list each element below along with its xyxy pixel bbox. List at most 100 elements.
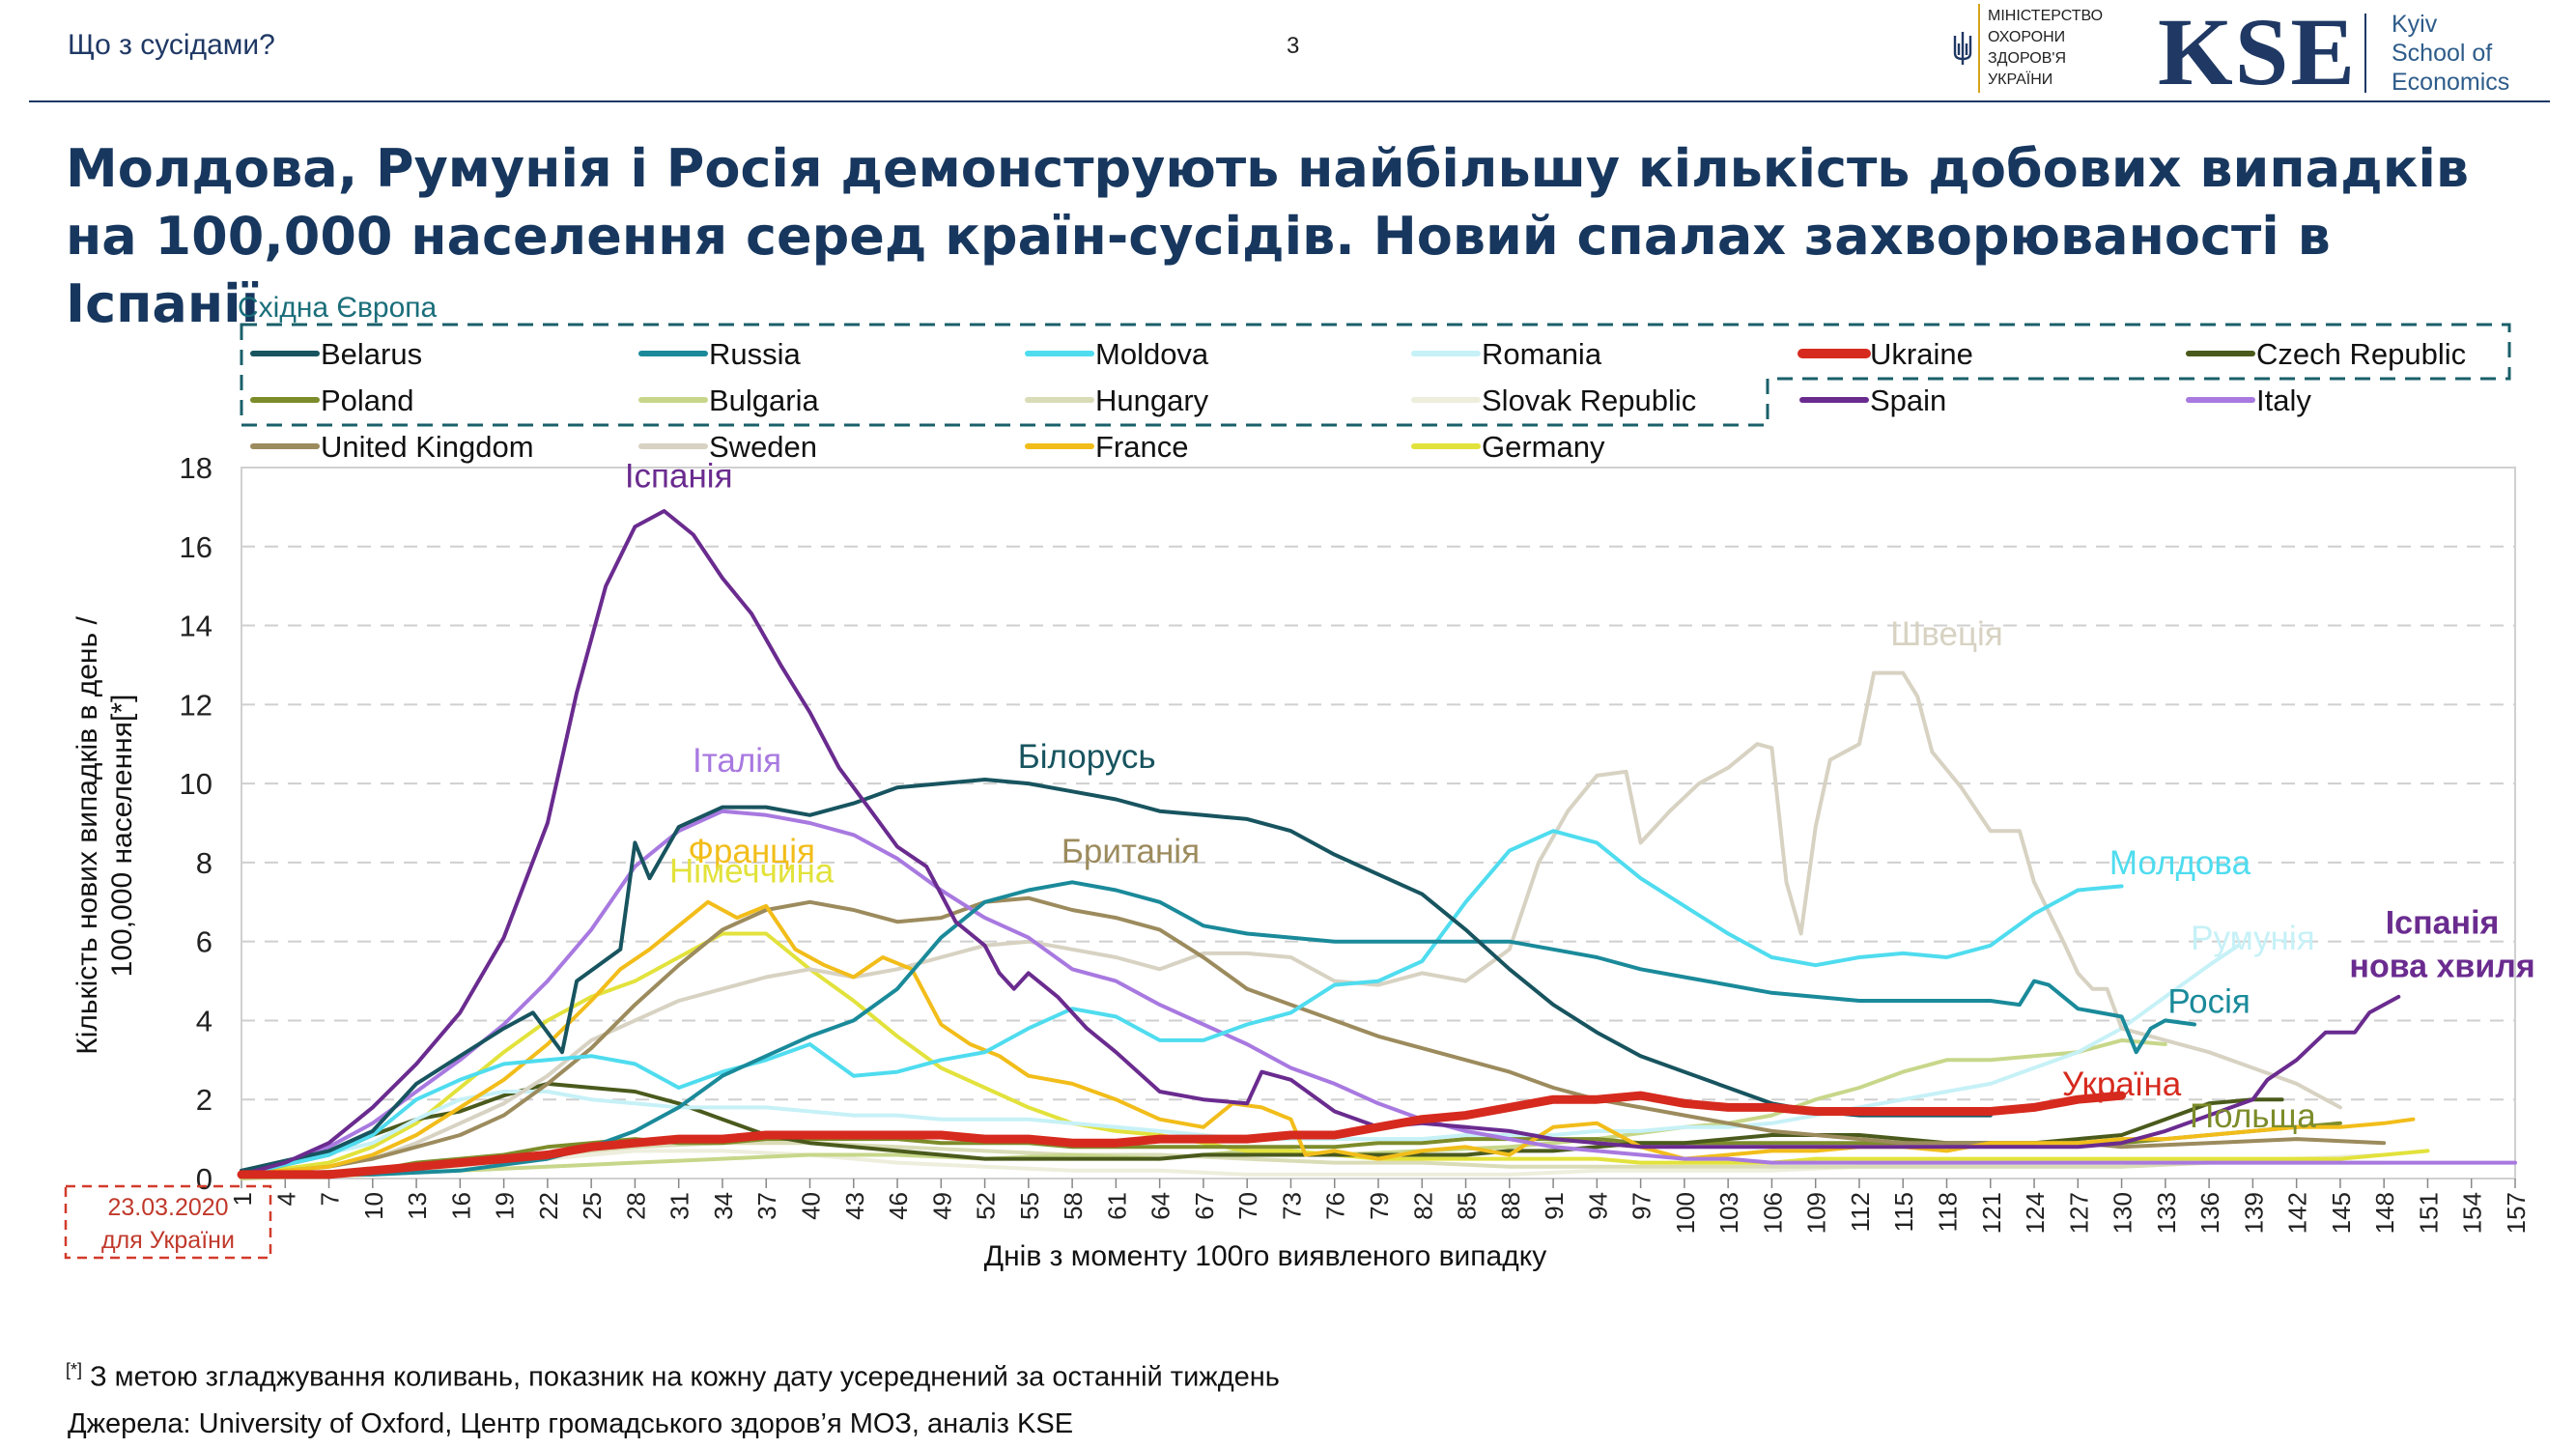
x-tick-label: 7 (316, 1192, 345, 1206)
x-tick-label: 124 (2021, 1192, 2050, 1234)
x-tick-label: 100 (1671, 1192, 1700, 1234)
annotation-label: Україна (2062, 1065, 2182, 1103)
annotation-label: Іспанія (625, 457, 733, 495)
x-tick-label: 127 (2064, 1192, 2093, 1234)
legend-label-france: France (1095, 430, 1188, 464)
series-line-ukraine (237, 1091, 2127, 1179)
x-tick-label: 97 (1628, 1192, 1656, 1220)
series-line-moldova (240, 829, 2124, 1177)
x-tick-label: 28 (621, 1192, 650, 1220)
x-tick-label: 82 (1408, 1192, 1437, 1220)
x-tick-label: 88 (1496, 1192, 1525, 1220)
legend-label-germany: Germany (1482, 430, 1605, 464)
legend-label-slovak-republic: Slovak Republic (1482, 384, 1696, 417)
header-divider (29, 100, 2550, 102)
sources: Джерела: University of Oxford, Центр гро… (68, 1408, 1074, 1439)
x-tick-label: 16 (446, 1192, 475, 1220)
x-tick-label: 43 (840, 1192, 869, 1220)
x-tick-label: 46 (884, 1192, 913, 1220)
x-tick-label: 151 (2414, 1192, 2443, 1234)
eastern-europe-group-box (240, 323, 2511, 427)
x-tick-label: 85 (1453, 1192, 1482, 1220)
x-tick-label: 136 (2195, 1192, 2224, 1234)
x-tick-label: 148 (2370, 1192, 2399, 1234)
x-tick-label: 52 (972, 1192, 1001, 1220)
annotation-label: Швеція (1890, 615, 2003, 653)
legend-label-hungary: Hungary (1095, 384, 1209, 417)
annotation-label: нова хвиля (2349, 948, 2534, 984)
series-line-bulgaria (240, 1037, 2167, 1180)
annotation-label: Іспанія (2386, 904, 2500, 941)
series-line-germany (240, 931, 2430, 1177)
x-tick-label: 13 (403, 1192, 432, 1220)
y-tick-label: 8 (196, 846, 212, 880)
ministry-name: Міністерство охорони здоров'я України (1988, 8, 2104, 88)
y-tick-label: 6 (196, 925, 212, 959)
x-tick-label: 112 (1846, 1192, 1875, 1232)
y-tick-label: 2 (196, 1083, 212, 1117)
x-tick-label: 55 (1015, 1192, 1044, 1220)
legend-label-ukraine: Ukraine (1870, 337, 1973, 371)
x-tick-label: 31 (665, 1192, 694, 1220)
legend-label-russia: Russia (709, 337, 802, 371)
x-tick-label: 157 (2502, 1192, 2531, 1234)
x-tick-label: 70 (1233, 1192, 1262, 1220)
footnote-mark: [*] (66, 1360, 83, 1379)
x-tick-label: 91 (1540, 1192, 1569, 1220)
series-line-united-kingdom (240, 895, 2387, 1177)
x-axis-label: Днів з моменту 100го виявленого випадку (984, 1240, 1546, 1272)
y-tick-label: 10 (180, 767, 212, 801)
annotation-label: Франція (688, 833, 815, 870)
kse-logo: KSE (2158, 0, 2358, 105)
annotation-label: Італія (693, 742, 781, 780)
series-line-sweden (240, 670, 2342, 1177)
legend-group-label: Східна Європа (238, 292, 438, 324)
y-tick-label: 0 (196, 1162, 212, 1196)
x-tick-label: 142 (2283, 1192, 2312, 1234)
y-tick-label: 4 (196, 1004, 212, 1037)
x-tick-label: 40 (797, 1192, 826, 1220)
annotation-label: Білорусь (1018, 738, 1156, 776)
annotation-label: Німеччина (669, 852, 835, 890)
x-tick-label: 106 (1758, 1192, 1787, 1234)
ministry-logo: Міністерство охорони здоров'я України (1951, 4, 2103, 93)
legend-label-spain: Spain (1870, 384, 1946, 417)
footnote-text: З метою згладжування коливань, показник … (82, 1361, 1280, 1393)
y-axis-label: Кількість нових випадків в день /100,000… (71, 616, 138, 1055)
x-tick-label: 19 (491, 1192, 520, 1220)
x-tick-label: 139 (2239, 1192, 2268, 1234)
trident-icon (1953, 32, 1972, 65)
x-tick-label: 133 (2152, 1192, 2181, 1234)
annotation-label: Румунія (2191, 920, 2314, 957)
page-number: 3 (1287, 33, 1300, 59)
series-line-spain (240, 509, 2401, 1177)
legend-label-united-kingdom: United Kingdom (321, 430, 534, 464)
ukraine-start-caption: для України (101, 1227, 235, 1254)
ukraine-start-box (64, 1184, 272, 1260)
x-tick-label: 145 (2327, 1192, 2356, 1234)
x-tick-label: 61 (1102, 1192, 1131, 1220)
annotation-label: Росія (2167, 982, 2250, 1020)
x-tick-label: 154 (2458, 1192, 2487, 1234)
x-tick-label: 64 (1146, 1192, 1175, 1220)
section-title: Що з сусідами? (68, 29, 275, 61)
x-tick-label: 1 (228, 1192, 257, 1206)
x-tick-label: 103 (1714, 1192, 1743, 1234)
annotation-label: Британія (1062, 833, 1200, 870)
x-tick-label: 79 (1365, 1192, 1394, 1220)
y-tick-label: 14 (180, 610, 212, 643)
series-line-france (240, 899, 2416, 1177)
ukraine-start-date: 23.03.2020 (107, 1194, 228, 1221)
x-tick-label: 58 (1059, 1192, 1088, 1220)
y-tick-label: 12 (180, 688, 212, 722)
legend-label-romania: Romania (1482, 337, 1602, 371)
x-tick-label: 22 (534, 1192, 563, 1220)
x-tick-label: 94 (1583, 1192, 1612, 1220)
footnote: [*] З метою згладжування коливань, показ… (66, 1360, 1280, 1394)
legend-label-bulgaria: Bulgaria (709, 384, 819, 417)
annotation-label: Молдова (2109, 844, 2251, 882)
x-tick-label: 109 (1802, 1192, 1831, 1234)
y-tick-label: 18 (180, 451, 212, 485)
x-tick-label: 67 (1190, 1192, 1219, 1220)
